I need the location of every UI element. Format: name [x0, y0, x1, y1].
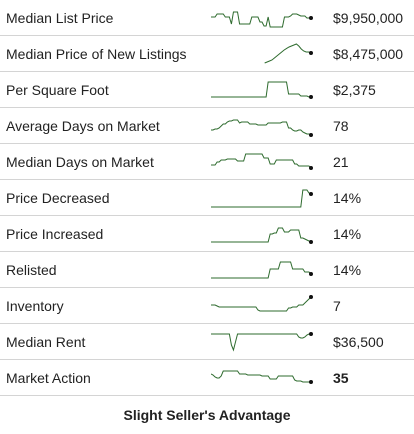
stat-label: Inventory	[6, 298, 64, 314]
sparkline-end-dot	[309, 133, 313, 137]
sparkline-price-increased	[211, 227, 313, 244]
sparkline-line	[211, 189, 312, 208]
stat-value: $36,500	[333, 334, 384, 350]
sparkline-end-dot	[309, 332, 313, 336]
stat-value: 14%	[333, 190, 362, 206]
stat-label: Median Price of New Listings	[6, 46, 187, 62]
sparkline-end-dot	[309, 51, 313, 55]
sparkline-line	[211, 370, 311, 383]
stat-value: $2,375	[333, 82, 376, 98]
stat-row-relisted: Relisted 14%	[0, 252, 414, 288]
sparkline-line	[211, 333, 311, 352]
sparkline-end-dot	[309, 380, 313, 384]
stat-row-inventory: Inventory 7	[0, 288, 414, 324]
stat-row-median-rent: Median Rent $36,500	[0, 324, 414, 360]
stat-row-median-price-new-listings: Median Price of New Listings $8,475,000	[0, 36, 414, 72]
stat-value: $9,950,000	[333, 10, 404, 26]
sparkline-per-square-foot	[211, 81, 313, 99]
sparkline-end-dot	[309, 166, 313, 170]
sparkline-end-dot	[309, 240, 313, 244]
sparkline-median-days-on-market	[211, 153, 313, 170]
sparkline-line	[211, 11, 311, 28]
stat-value: 14%	[333, 262, 362, 278]
sparkline-market-action	[211, 370, 313, 384]
stat-row-per-square-foot: Per Square Foot $2,375	[0, 72, 414, 108]
stat-label: Median Days on Market	[6, 154, 154, 170]
stat-label: Price Increased	[6, 226, 104, 242]
stat-row-average-days-on-market: Average Days on Market 78	[0, 108, 414, 144]
stat-label: Market Action	[6, 370, 91, 386]
sparkline-line	[211, 227, 312, 243]
stat-label: Per Square Foot	[6, 82, 109, 98]
sparkline-line	[211, 261, 312, 279]
stat-value: 78	[333, 118, 349, 134]
stat-value: 7	[333, 298, 341, 314]
stat-row-price-decreased: Price Decreased 14%	[0, 180, 414, 216]
stat-label: Median Rent	[6, 334, 86, 350]
sparkline-median-rent	[211, 332, 313, 352]
stat-label: Median List Price	[6, 10, 114, 26]
stat-value: 14%	[333, 226, 362, 242]
sparkline-median-list-price	[211, 11, 313, 28]
sparkline-line	[264, 43, 312, 64]
sparkline-line	[211, 81, 311, 98]
stat-row-median-list-price: Median List Price $9,950,000	[0, 0, 414, 36]
sparkline-line	[211, 153, 312, 169]
sparkline-end-dot	[309, 192, 313, 196]
stat-label: Average Days on Market	[6, 118, 160, 134]
sparkline-line	[211, 296, 312, 312]
stat-value: 21	[333, 154, 349, 170]
sparkline-end-dot	[309, 295, 313, 299]
sparkline-end-dot	[309, 16, 313, 20]
market-stats-table: Median List Price $9,950,000 Median Pric…	[0, 0, 414, 396]
sparkline-average-days-on-market	[211, 119, 313, 137]
stat-label: Price Decreased	[6, 190, 110, 206]
stat-label: Relisted	[6, 262, 57, 278]
sparkline-relisted	[211, 261, 313, 279]
market-action-score: 35	[333, 370, 349, 386]
stat-row-price-increased: Price Increased 14%	[0, 216, 414, 252]
sparkline-line	[211, 119, 312, 136]
stat-value: $8,475,000	[333, 46, 404, 62]
sparkline-median-price-new-listings	[264, 43, 313, 64]
stat-row-median-days-on-market: Median Days on Market 21	[0, 144, 414, 180]
sparkline-end-dot	[309, 95, 313, 99]
market-action-summary: Slight Seller's Advantage	[123, 407, 291, 423]
stat-row-market-action: Market Action 35	[0, 360, 414, 396]
sparkline-price-decreased	[211, 189, 313, 208]
sparkline-inventory	[211, 295, 313, 312]
sparkline-end-dot	[309, 272, 313, 276]
